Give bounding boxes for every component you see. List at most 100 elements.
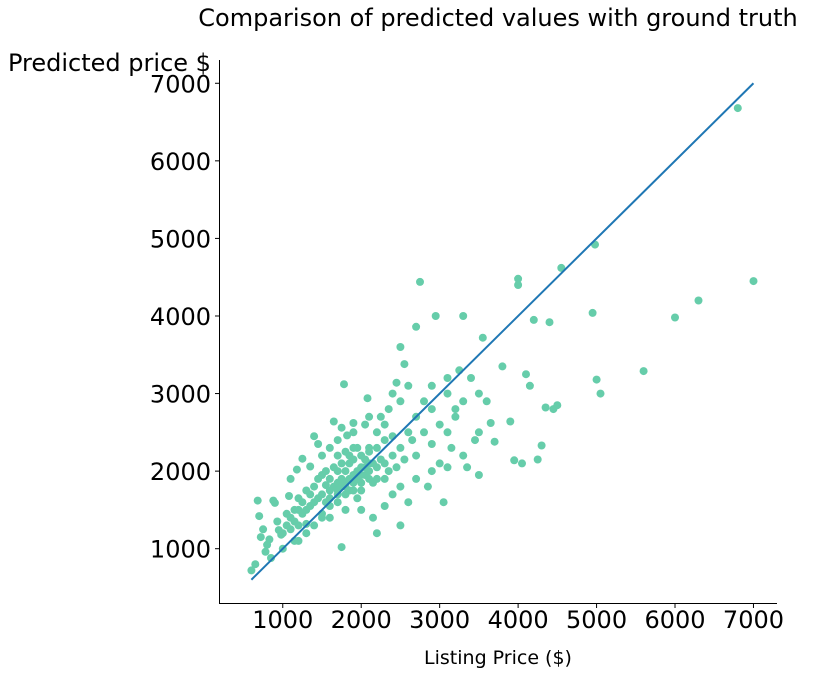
reference-line-layer — [250, 82, 755, 581]
data-point — [423, 482, 432, 491]
data-point — [380, 436, 389, 445]
data-point — [482, 397, 491, 406]
data-point — [459, 397, 468, 406]
reference-line — [250, 82, 755, 581]
data-point — [396, 521, 405, 530]
data-point — [400, 455, 409, 464]
data-point — [510, 456, 519, 465]
data-point — [310, 432, 319, 441]
data-point — [314, 440, 323, 448]
y-tick-label: 1000 — [150, 536, 211, 564]
data-point — [529, 315, 538, 324]
data-point — [412, 322, 421, 331]
data-point — [749, 277, 758, 286]
data-point — [286, 474, 295, 483]
data-point — [541, 403, 550, 412]
data-point — [255, 512, 264, 521]
data-point — [459, 451, 468, 460]
data-point — [310, 482, 319, 491]
y-tick-label: 6000 — [150, 148, 211, 176]
data-point — [396, 397, 405, 406]
data-point — [392, 378, 401, 387]
data-point — [357, 486, 366, 495]
data-point — [471, 436, 479, 445]
data-point — [435, 459, 444, 468]
data-point — [333, 451, 342, 460]
data-point — [302, 529, 311, 538]
data-point — [340, 380, 348, 389]
data-point — [372, 529, 381, 538]
x-tick-label: 7000 — [723, 606, 784, 634]
data-point — [639, 367, 648, 376]
data-point — [343, 431, 352, 440]
data-point — [363, 394, 372, 403]
data-point — [396, 482, 405, 491]
y-tick-label: 5000 — [150, 225, 211, 253]
data-point — [290, 505, 299, 514]
y-tick-label: 2000 — [150, 458, 211, 486]
x-tick-label: 5000 — [566, 606, 627, 634]
data-point — [337, 423, 346, 432]
x-tick-label: 6000 — [644, 606, 705, 634]
data-point — [380, 420, 389, 429]
data-point — [592, 375, 601, 384]
data-point — [463, 463, 472, 472]
data-point — [333, 436, 342, 445]
data-point — [321, 467, 330, 476]
data-point — [490, 437, 499, 446]
data-point — [337, 543, 346, 552]
data-point — [273, 517, 282, 526]
data-point — [384, 467, 393, 476]
data-point — [545, 318, 554, 327]
data-point — [537, 441, 546, 450]
data-point — [400, 360, 409, 369]
data-point — [420, 397, 428, 406]
data-point — [372, 428, 381, 437]
data-point — [294, 536, 303, 545]
data-point — [439, 498, 448, 507]
data-point — [261, 547, 270, 556]
y-tick-label: 7000 — [150, 70, 211, 98]
data-point — [553, 401, 562, 410]
data-point — [372, 443, 381, 452]
data-point — [292, 465, 301, 474]
data-point — [388, 451, 397, 460]
data-point — [294, 521, 303, 530]
data-point — [253, 496, 262, 505]
data-point — [392, 463, 401, 472]
data-point — [270, 498, 279, 507]
data-point — [267, 554, 275, 562]
data-point — [427, 381, 436, 390]
data-point — [478, 333, 487, 342]
data-point — [256, 533, 265, 542]
data-point — [325, 513, 334, 522]
data-point — [467, 374, 475, 382]
data-point — [345, 486, 354, 495]
data-point — [404, 498, 413, 507]
data-point — [372, 474, 381, 483]
data-point — [518, 459, 526, 468]
data-point — [372, 463, 381, 472]
data-point — [404, 428, 413, 437]
data-point — [384, 405, 393, 414]
data-point — [349, 428, 358, 437]
data-point — [380, 459, 389, 468]
data-point — [376, 412, 385, 421]
data-point — [459, 312, 468, 320]
data-point — [365, 447, 374, 456]
y-ticks: 1000 2000 3000 4000 5000 6000 7000 — [150, 70, 220, 564]
data-point — [325, 443, 334, 452]
data-point — [671, 313, 679, 322]
data-point — [380, 502, 389, 510]
data-point — [259, 525, 268, 534]
data-point — [306, 490, 315, 499]
data-point — [451, 412, 460, 421]
data-point — [514, 274, 523, 283]
data-point — [365, 412, 374, 421]
data-point — [443, 389, 452, 398]
data-point — [306, 462, 315, 471]
data-point — [298, 454, 307, 463]
data-point — [302, 519, 311, 528]
y-tick-label: 3000 — [150, 381, 211, 409]
